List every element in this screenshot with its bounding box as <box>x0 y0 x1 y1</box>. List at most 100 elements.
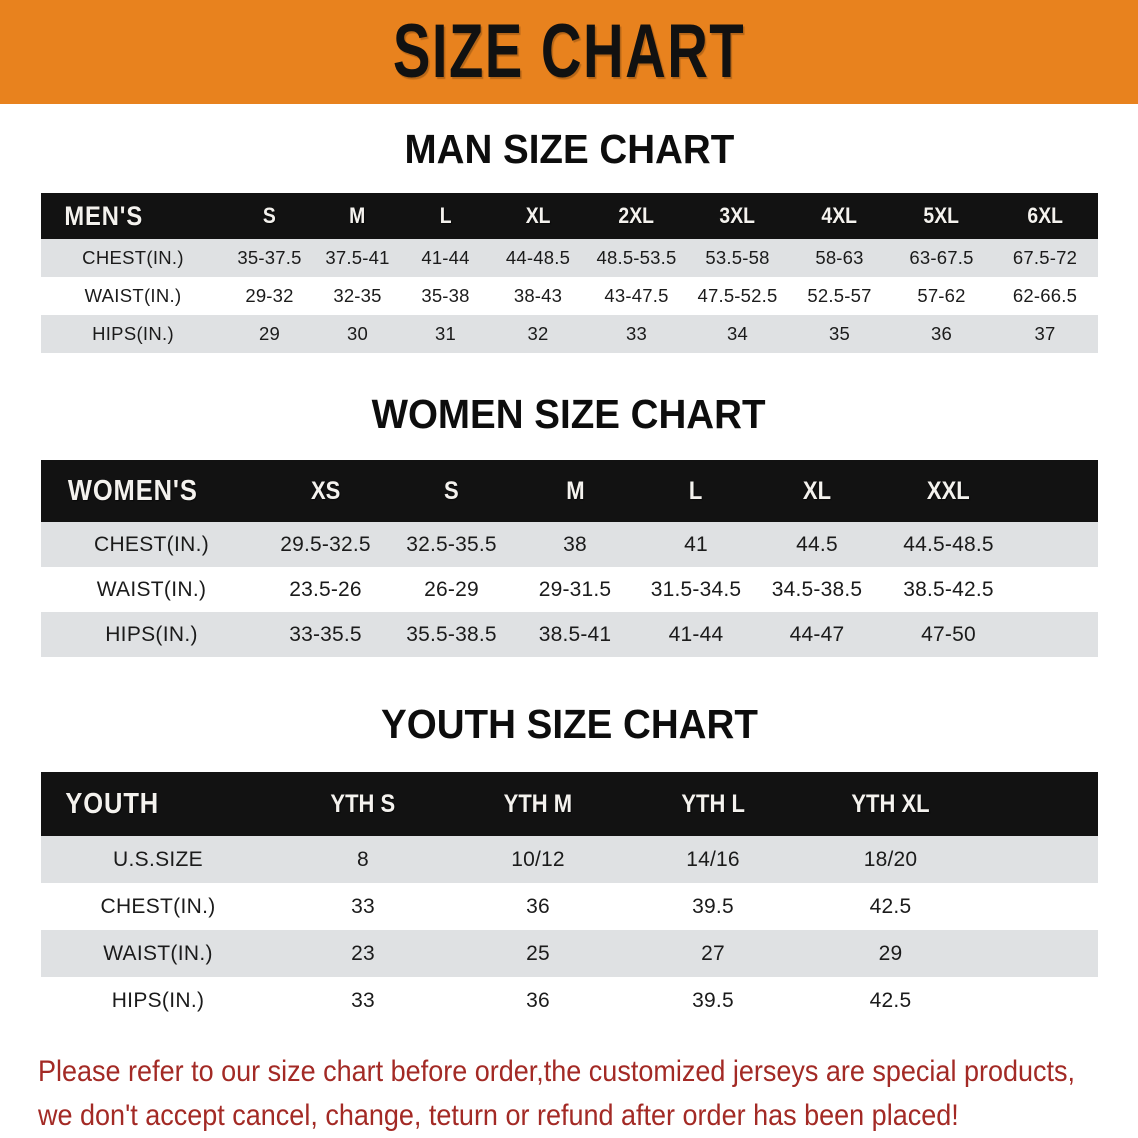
disclaimer-note: Please refer to our size chart before or… <box>38 1050 1100 1138</box>
women-cell-2-filler <box>1020 612 1098 657</box>
man-cell-1-0: 29-32 <box>245 285 294 306</box>
man-corner-label: MEN'S <box>63 200 143 231</box>
women-section-title: WOMEN SIZE CHART <box>0 391 1138 438</box>
youth-row-label-0: U.S.SIZE <box>113 847 203 871</box>
women-col-5: XXL <box>927 476 970 505</box>
youth-section-title: YOUTH SIZE CHART <box>0 701 1138 748</box>
youth-cell-1-1: 36 <box>526 894 550 918</box>
table-row: CHEST(IN.) 29.5-32.5 32.5-35.5 38 41 44.… <box>40 522 1098 567</box>
youth-col-2: YTH L <box>681 789 745 818</box>
man-col-4: 2XL <box>618 203 655 228</box>
man-header-row: MEN'S S M L XL 2XL 3XL 4XL 5XL 6XL <box>40 193 1098 239</box>
youth-cell-1-2: 39.5 <box>692 894 734 918</box>
women-cell-0-filler <box>1020 522 1098 567</box>
table-row: WAIST(IN.) 29-32 32-35 35-38 38-43 43-47… <box>40 277 1098 315</box>
man-cell-1-8: 62-66.5 <box>1012 285 1078 306</box>
women-cell-0-2: 38 <box>563 532 587 556</box>
women-cell-1-1: 26-29 <box>424 577 479 601</box>
youth-row-label-3: HIPS(IN.) <box>111 988 205 1012</box>
youth-col-1: YTH M <box>503 789 573 818</box>
table-row: CHEST(IN.) 35-37.5 37.5-41 41-44 44-48.5… <box>40 239 1098 277</box>
man-cell-2-3: 32 <box>527 323 549 344</box>
disclaimer-line-1: Please refer to our size chart before or… <box>38 1055 1076 1088</box>
man-row-label-1: WAIST(IN.) <box>84 285 182 306</box>
man-cell-1-2: 35-38 <box>421 285 470 306</box>
youth-cell-2-0: 23 <box>351 941 375 965</box>
women-cell-2-4: 44-47 <box>789 622 845 646</box>
table-row: CHEST(IN.) 33 36 39.5 42.5 <box>40 883 1098 930</box>
youth-cell-3-1: 36 <box>526 988 550 1012</box>
women-col-2: M <box>565 476 585 505</box>
women-section-title-text: WOMEN SIZE CHART <box>372 391 766 437</box>
man-cell-0-1: 37.5-41 <box>325 247 390 268</box>
man-cell-1-4: 43-47.5 <box>604 285 669 306</box>
women-cell-2-0: 33-35.5 <box>289 622 362 646</box>
women-cell-1-filler <box>1020 567 1098 612</box>
man-cell-1-7: 57-62 <box>917 285 966 306</box>
man-row-label-2: HIPS(IN.) <box>92 323 174 344</box>
table-row: HIPS(IN.) 29 30 31 32 33 34 35 36 37 <box>40 315 1098 353</box>
table-row: HIPS(IN.) 33-35.5 35.5-38.5 38.5-41 41-4… <box>40 612 1098 657</box>
youth-cell-1-filler <box>981 883 1098 930</box>
page-banner: SIZE CHART <box>0 0 1138 104</box>
women-cell-1-2: 29-31.5 <box>538 577 612 601</box>
man-cell-1-1: 32-35 <box>333 285 382 306</box>
man-cell-2-1: 30 <box>347 323 368 344</box>
man-cell-1-3: 38-43 <box>513 285 563 306</box>
women-col-filler <box>1020 460 1098 522</box>
man-cell-2-2: 31 <box>435 323 456 344</box>
man-col-0: S <box>263 203 276 228</box>
women-cell-0-3: 41 <box>684 532 708 556</box>
youth-cell-3-2: 39.5 <box>692 988 734 1012</box>
youth-section-title-text: YOUTH SIZE CHART <box>380 701 758 747</box>
women-cell-1-0: 23.5-26 <box>289 577 362 601</box>
youth-cell-3-0: 33 <box>351 988 375 1012</box>
women-cell-0-4: 44.5 <box>796 532 838 556</box>
youth-cell-3-3: 42.5 <box>869 988 912 1012</box>
man-cell-2-6: 35 <box>829 323 850 344</box>
women-cell-1-5: 38.5-42.5 <box>903 577 994 601</box>
youth-col-filler <box>981 772 1098 836</box>
man-cell-0-6: 58-63 <box>815 247 864 268</box>
youth-cell-0-0: 8 <box>357 847 369 871</box>
youth-cell-2-filler <box>981 930 1098 977</box>
women-cell-2-3: 41-44 <box>668 622 724 646</box>
women-col-0: XS <box>310 476 341 505</box>
women-size-table: WOMEN'S XS S M L XL XXL CHEST(IN.) 29.5-… <box>40 460 1098 657</box>
man-cell-2-4: 33 <box>626 323 647 344</box>
women-cell-0-1: 32.5-35.5 <box>406 532 497 556</box>
man-cell-1-6: 52.5-57 <box>807 285 872 306</box>
women-row-label-1: WAIST(IN.) <box>96 577 207 601</box>
man-cell-0-7: 63-67.5 <box>909 247 974 268</box>
man-section-title-text: MAN SIZE CHART <box>404 126 734 172</box>
table-row: U.S.SIZE 8 10/12 14/16 18/20 <box>40 836 1098 883</box>
women-cell-2-1: 35.5-38.5 <box>406 622 497 646</box>
women-cell-2-2: 38.5-41 <box>538 622 612 646</box>
man-section-title: MAN SIZE CHART <box>0 126 1138 173</box>
youth-corner-label: YOUTH <box>64 787 159 820</box>
man-cell-2-7: 36 <box>931 323 952 344</box>
man-cell-0-4: 48.5-53.5 <box>596 247 677 268</box>
man-cell-0-3: 44-48.5 <box>505 247 571 268</box>
page-title: SIZE CHART <box>392 9 746 94</box>
women-cell-0-5: 44.5-48.5 <box>903 532 994 556</box>
man-cell-1-5: 47.5-52.5 <box>697 285 778 306</box>
youth-cell-0-2: 14/16 <box>686 847 740 871</box>
women-cell-1-3: 31.5-34.5 <box>650 577 742 601</box>
man-cell-2-0: 29 <box>259 323 280 344</box>
man-col-2: L <box>439 203 452 228</box>
table-row: WAIST(IN.) 23 25 27 29 <box>40 930 1098 977</box>
man-cell-0-0: 35-37.5 <box>237 247 302 268</box>
man-col-6: 4XL <box>821 203 858 228</box>
man-cell-2-8: 37 <box>1034 323 1056 344</box>
youth-cell-3-filler <box>981 977 1098 1024</box>
disclaimer-line-2: we don't accept cancel, change, teturn o… <box>38 1099 959 1132</box>
youth-col-0: YTH S <box>330 789 396 818</box>
man-col-8: 6XL <box>1027 203 1063 228</box>
youth-cell-2-3: 29 <box>878 941 903 965</box>
man-col-3: XL <box>525 203 551 228</box>
table-row: WAIST(IN.) 23.5-26 26-29 29-31.5 31.5-34… <box>40 567 1098 612</box>
women-cell-1-4: 34.5-38.5 <box>771 577 863 601</box>
youth-cell-0-1: 10/12 <box>511 847 565 871</box>
youth-cell-2-2: 27 <box>701 941 725 965</box>
